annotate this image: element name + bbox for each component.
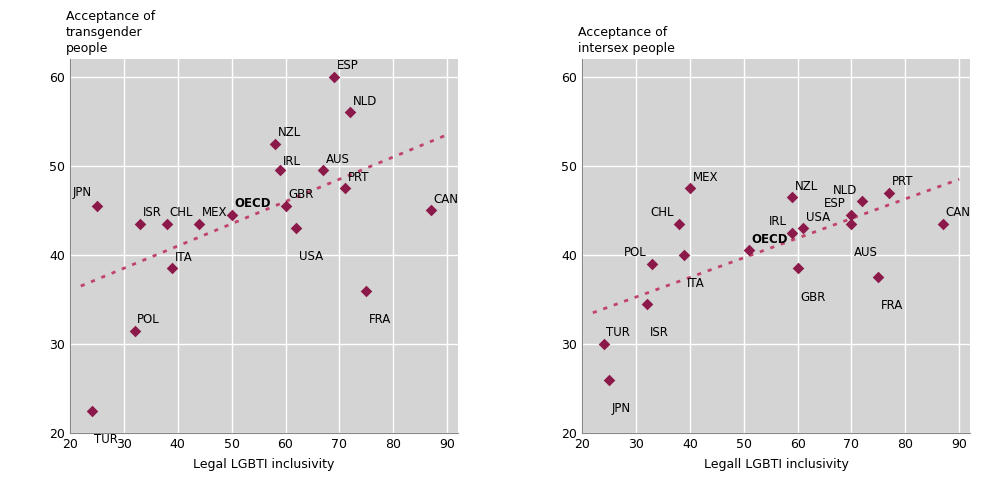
Text: GBR: GBR	[800, 290, 826, 304]
Text: NLD: NLD	[832, 184, 857, 197]
Point	[843, 220, 859, 228]
Text: JPN: JPN	[72, 186, 92, 199]
Text: ISR: ISR	[143, 206, 162, 219]
Text: NLD: NLD	[353, 95, 377, 108]
Point	[671, 220, 687, 228]
Point	[224, 211, 240, 219]
Point	[935, 220, 951, 228]
Text: CHL: CHL	[650, 206, 674, 219]
Point	[741, 246, 757, 254]
Text: AUS: AUS	[326, 153, 350, 166]
Point	[644, 260, 660, 268]
Point	[159, 220, 175, 228]
Point	[84, 407, 100, 415]
Text: GBR: GBR	[288, 188, 314, 202]
Point	[191, 220, 207, 228]
Text: OECD: OECD	[752, 233, 788, 246]
Text: ITA: ITA	[175, 251, 193, 264]
Text: AUS: AUS	[854, 246, 878, 259]
Text: ITA: ITA	[687, 277, 705, 290]
Text: USA: USA	[299, 250, 323, 263]
Point	[288, 224, 304, 232]
Text: Acceptance of
transgender
people: Acceptance of transgender people	[66, 10, 155, 55]
Text: IRL: IRL	[283, 154, 301, 168]
Text: MEX: MEX	[693, 171, 718, 184]
Point	[337, 184, 353, 192]
Point	[278, 202, 294, 210]
Text: MEX: MEX	[202, 206, 228, 219]
Text: PRT: PRT	[892, 175, 913, 188]
Text: CAN: CAN	[434, 193, 459, 206]
Text: ESP: ESP	[337, 60, 358, 72]
Point	[272, 166, 288, 174]
Point	[315, 166, 331, 174]
Text: PRT: PRT	[347, 171, 369, 184]
Text: Acceptance of
intersex people: Acceptance of intersex people	[578, 26, 675, 55]
Text: ESP: ESP	[824, 197, 846, 211]
Point	[601, 375, 617, 383]
Text: FRA: FRA	[881, 300, 903, 312]
Point	[682, 184, 698, 192]
Point	[784, 229, 800, 237]
Point	[639, 300, 655, 308]
Point	[795, 224, 811, 232]
Point	[127, 327, 143, 335]
Point	[89, 202, 105, 210]
Point	[870, 273, 886, 281]
Text: ISR: ISR	[649, 326, 668, 339]
Point	[784, 193, 800, 201]
Text: FRA: FRA	[369, 313, 391, 326]
Text: IRL: IRL	[769, 215, 787, 228]
Point	[423, 207, 439, 215]
Text: POL: POL	[624, 246, 647, 259]
Point	[790, 264, 806, 272]
Text: JPN: JPN	[612, 402, 631, 415]
Point	[164, 264, 180, 272]
Text: OECD: OECD	[234, 197, 271, 211]
Text: USA: USA	[806, 211, 830, 224]
Point	[267, 140, 283, 148]
Point	[881, 188, 897, 196]
Point	[132, 220, 148, 228]
Point	[843, 211, 859, 219]
Text: POL: POL	[137, 313, 160, 326]
Point	[342, 109, 358, 117]
Text: CHL: CHL	[170, 206, 193, 219]
Point	[676, 251, 692, 259]
Text: CAN: CAN	[946, 206, 971, 219]
Point	[326, 73, 342, 81]
Text: TUR: TUR	[94, 433, 118, 446]
X-axis label: Legal LGBTI inclusivity: Legal LGBTI inclusivity	[193, 458, 335, 471]
Point	[358, 286, 374, 294]
Text: NZL: NZL	[795, 180, 818, 192]
X-axis label: Legall LGBTI inclusivity: Legall LGBTI inclusivity	[704, 458, 848, 471]
Text: TUR: TUR	[606, 327, 630, 339]
Text: NZL: NZL	[277, 126, 301, 139]
Point	[854, 198, 870, 206]
Point	[596, 340, 612, 348]
